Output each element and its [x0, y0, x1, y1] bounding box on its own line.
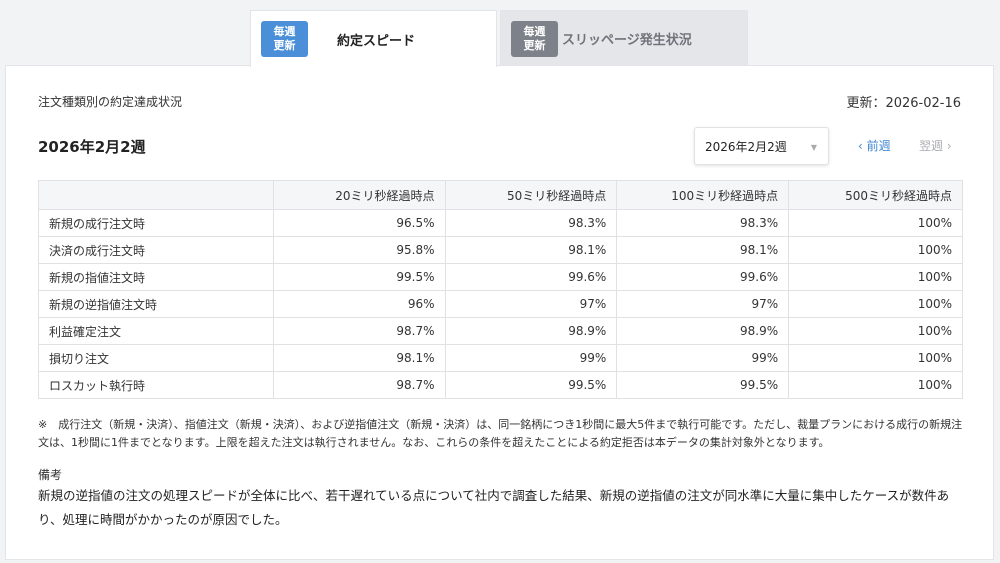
- table-cell: 98.3%: [444, 209, 618, 237]
- table-cell: 97%: [444, 290, 618, 318]
- table-cell: 99.6%: [616, 263, 790, 291]
- prev-week-link[interactable]: ‹ 前週: [858, 139, 891, 153]
- next-week-link: 翌週 ›: [919, 139, 952, 153]
- table-cell: 100%: [788, 290, 963, 318]
- row-label: 損切り注文: [38, 344, 274, 372]
- table-cell: 98.1%: [444, 236, 618, 264]
- weekly-update-badge: 毎週 更新: [261, 21, 308, 57]
- week-select-value: 2026年2月2週: [705, 139, 787, 154]
- table-cell: 100%: [788, 236, 963, 264]
- table-row: 新規の指値注文時 99.5% 99.6% 99.6% 100%: [38, 263, 963, 291]
- execution-rate-table: 20ミリ秒経過時点 50ミリ秒経過時点 100ミリ秒経過時点 500ミリ秒経過時…: [38, 180, 963, 399]
- table-header-cell: [38, 180, 274, 210]
- table-cell: 96%: [272, 290, 446, 318]
- table-cell: 99.6%: [444, 263, 618, 291]
- weekly-update-badge: 毎週 更新: [511, 20, 558, 57]
- table-cell: 95.8%: [272, 236, 446, 264]
- table-cell: 99.5%: [272, 263, 446, 291]
- table-header-cell: 100ミリ秒経過時点: [616, 180, 790, 210]
- content-panel: 注文種類別の約定達成状況 更新：2026-02-16 2026年2月2週 202…: [5, 65, 994, 560]
- table-cell: 100%: [788, 371, 963, 399]
- row-label: 新規の逆指値注文時: [38, 290, 274, 318]
- table-cell: 99.5%: [616, 371, 790, 399]
- remarks-body: 新規の逆指値の注文の処理スピードが全体に比べ、若干遅れている点について社内で調査…: [38, 488, 950, 527]
- table-cell: 100%: [788, 263, 963, 291]
- table-row: 新規の逆指値注文時 96% 97% 97% 100%: [38, 290, 963, 318]
- week-title: 2026年2月2週: [38, 138, 146, 156]
- table-row: 損切り注文 98.1% 99% 99% 100%: [38, 344, 963, 372]
- table-cell: 97%: [616, 290, 790, 318]
- table-header-row: 20ミリ秒経過時点 50ミリ秒経過時点 100ミリ秒経過時点 500ミリ秒経過時…: [38, 180, 963, 210]
- table-row: 決済の成行注文時 95.8% 98.1% 98.1% 100%: [38, 236, 963, 264]
- remarks-title: 備考: [38, 468, 63, 482]
- table-cell: 96.5%: [272, 209, 446, 237]
- table-header-cell: 20ミリ秒経過時点: [272, 180, 446, 210]
- table-cell: 99.5%: [444, 371, 618, 399]
- table-cell: 98.7%: [272, 371, 446, 399]
- row-label: ロスカット執行時: [38, 371, 274, 399]
- caret-down-icon: ▼: [810, 143, 817, 152]
- table-cell: 98.7%: [272, 317, 446, 345]
- table-cell: 98.3%: [616, 209, 790, 237]
- table-row: 新規の成行注文時 96.5% 98.3% 98.3% 100%: [38, 209, 963, 237]
- table-cell: 100%: [788, 317, 963, 345]
- table-cell: 100%: [788, 209, 963, 237]
- tab-slippage-status[interactable]: 毎週 更新 スリッページ発生状況: [500, 10, 748, 66]
- table-cell: 99%: [616, 344, 790, 372]
- row-label: 利益確定注文: [38, 317, 274, 345]
- tab-execution-speed[interactable]: 毎週 更新 約定スピード: [250, 10, 497, 67]
- tab-label: 約定スピード: [337, 33, 416, 49]
- table-cell: 98.9%: [444, 317, 618, 345]
- week-select-dropdown[interactable]: 2026年2月2週 ▼: [694, 127, 829, 165]
- table-cell: 99%: [444, 344, 618, 372]
- table-header-cell: 500ミリ秒経過時点: [788, 180, 963, 210]
- table-row: ロスカット執行時 98.7% 99.5% 99.5% 100%: [38, 371, 963, 399]
- table-row: 利益確定注文 98.7% 98.9% 98.9% 100%: [38, 317, 963, 345]
- row-label: 新規の指値注文時: [38, 263, 274, 291]
- footnote: ※ 成行注文（新規・決済）、指値注文（新規・決済）、および逆指値注文（新規・決済…: [38, 418, 963, 449]
- updated-date: 更新：2026-02-16: [846, 96, 961, 111]
- tab-label: スリッページ発生状況: [562, 33, 692, 48]
- section-subtitle: 注文種類別の約定達成状況: [38, 95, 183, 109]
- table-cell: 98.1%: [272, 344, 446, 372]
- row-label: 決済の成行注文時: [38, 236, 274, 264]
- row-label: 新規の成行注文時: [38, 209, 274, 237]
- table-cell: 98.1%: [616, 236, 790, 264]
- table-cell: 98.9%: [616, 317, 790, 345]
- table-cell: 100%: [788, 344, 963, 372]
- table-header-cell: 50ミリ秒経過時点: [444, 180, 618, 210]
